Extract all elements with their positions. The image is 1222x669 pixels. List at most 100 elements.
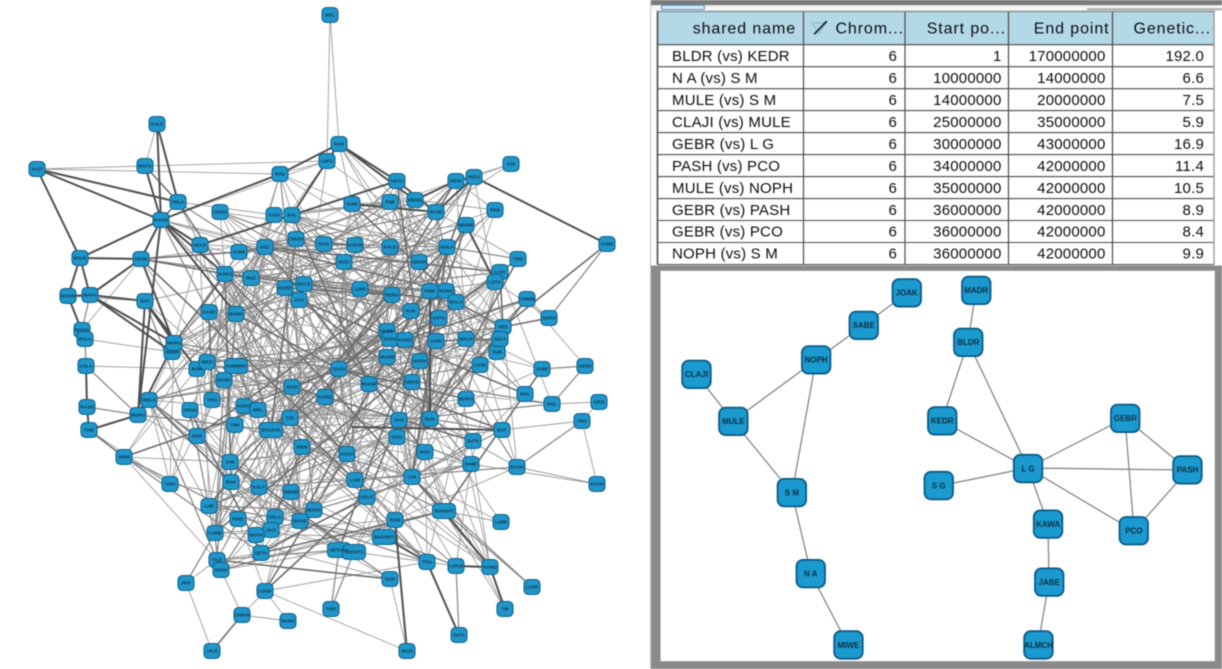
svg-text:GENG: GENG (183, 408, 197, 413)
svg-text:RASE: RASE (430, 210, 443, 215)
svg-text:170000000: 170000000 (1029, 48, 1106, 65)
svg-text:30000000: 30000000 (933, 136, 1001, 153)
svg-text:S G: S G (932, 481, 946, 490)
svg-text:BORO: BORO (459, 397, 473, 402)
svg-text:TING: TING (577, 419, 588, 424)
svg-text:GEBR (vs) PCO: GEBR (vs) PCO (672, 224, 783, 241)
svg-text:NOZI: NOZI (339, 260, 350, 265)
svg-text:SAGO: SAGO (340, 452, 354, 457)
svg-text:WEMI: WEMI (215, 568, 228, 573)
svg-text:WEL: WEL (325, 13, 335, 18)
svg-text:TITA: TITA (422, 560, 433, 565)
svg-text:WEMI: WEMI (166, 350, 179, 355)
svg-text:GEKW: GEKW (405, 380, 420, 385)
svg-text:BOBE: BOBE (278, 286, 291, 291)
svg-text:MUZI: MUZI (401, 649, 412, 654)
svg-text:DUBE: DUBE (380, 329, 393, 334)
svg-text:TISE: TISE (84, 428, 94, 433)
svg-text:LUBE: LUBE (495, 520, 508, 525)
svg-text:PASH (vs) PCO: PASH (vs) PCO (672, 158, 780, 175)
svg-text:CHI: CHI (507, 162, 515, 167)
svg-text:14000000: 14000000 (1037, 70, 1105, 87)
svg-text:SAFU: SAFU (333, 367, 346, 372)
svg-text:End point: End point (1034, 21, 1110, 38)
svg-text:PCO: PCO (1125, 527, 1142, 536)
svg-text:KALE: KALE (151, 122, 164, 127)
svg-text:7.5: 7.5 (1183, 92, 1204, 109)
svg-text:BLDR (vs) KEDR: BLDR (vs) KEDR (672, 48, 790, 65)
svg-text:PASH: PASH (1177, 466, 1199, 475)
svg-text:RALA: RALA (79, 337, 92, 342)
svg-text:KALE: KALE (384, 245, 397, 250)
svg-text:GETA: GETA (255, 551, 268, 556)
svg-text:CLAJI: CLAJI (685, 370, 708, 379)
svg-text:TISH: TISH (165, 482, 176, 487)
svg-text:PELA: PELA (172, 200, 185, 205)
svg-text:SABE: SABE (465, 462, 478, 467)
svg-text:36000000: 36000000 (933, 224, 1001, 241)
svg-text:RAM: RAM (390, 518, 401, 523)
svg-text:PETA: PETA (450, 179, 463, 184)
svg-text:1: 1 (993, 48, 1002, 65)
svg-text:42000000: 42000000 (1037, 158, 1105, 175)
svg-text:BAT: BAT (140, 299, 149, 304)
svg-text:MALE: MALE (459, 337, 472, 342)
svg-text:6: 6 (888, 48, 897, 65)
svg-text:GEZI: GEZI (594, 400, 605, 405)
svg-text:SUB: SUB (492, 350, 502, 355)
svg-text:6: 6 (888, 92, 897, 109)
svg-text:MURU: MURU (131, 413, 145, 418)
svg-text:WEM: WEM (118, 455, 129, 460)
svg-text:TIRO: TIRO (207, 398, 218, 403)
svg-text:SUNG: SUNG (383, 337, 397, 342)
svg-text:MAZI: MAZI (286, 385, 297, 390)
svg-text:KARO: KARO (398, 338, 412, 343)
svg-text:KOKW: KOKW (348, 243, 363, 248)
svg-text:192.0: 192.0 (1165, 48, 1204, 65)
svg-text:CHIKW: CHIKW (234, 613, 250, 618)
svg-text:SUMI: SUMI (346, 202, 357, 207)
svg-text:LOND: LOND (258, 589, 272, 594)
svg-text:JARU: JARU (430, 339, 443, 344)
svg-text:LOKW: LOKW (449, 564, 464, 569)
svg-text:NOLA: NOLA (440, 245, 454, 250)
svg-text:S M: S M (785, 489, 800, 498)
svg-text:GEFUTS: GEFUTS (345, 550, 364, 555)
svg-text:BOLEAE: BOLEAE (261, 428, 280, 433)
svg-text:BAND: BAND (229, 312, 243, 317)
svg-text:MULE (vs) S M: MULE (vs) S M (672, 92, 776, 109)
svg-text:9.9: 9.9 (1183, 246, 1204, 263)
svg-text:CLAJI (vs) MULE: CLAJI (vs) MULE (672, 114, 791, 131)
svg-text:MARO: MARO (307, 508, 321, 513)
svg-text:TIZI: TIZI (286, 416, 294, 421)
svg-text:BALE: BALE (74, 256, 87, 261)
svg-text:LUSE: LUSE (526, 585, 538, 590)
svg-text:PEB: PEB (490, 208, 500, 213)
svg-text:11.4: 11.4 (1175, 158, 1204, 175)
svg-text:GETANA: GETANA (329, 548, 349, 553)
svg-text:KEDR: KEDR (931, 417, 954, 426)
svg-text:N A: N A (804, 569, 818, 578)
svg-text:GERU: GERU (542, 316, 556, 321)
svg-text:TIMI: TIMI (230, 423, 239, 428)
svg-text:NOLE: NOLE (194, 243, 207, 248)
svg-text:GESE: GESE (135, 257, 148, 262)
svg-text:TIND: TIND (513, 257, 524, 262)
svg-text:MUMB: MUMB (380, 355, 395, 360)
svg-text:PIND: PIND (233, 517, 245, 522)
svg-text:WEM: WEM (296, 445, 307, 450)
svg-text:36000000: 36000000 (933, 202, 1001, 219)
svg-text:PIND: PIND (425, 289, 437, 294)
svg-text:N A (vs) S M: N A (vs) S M (672, 70, 758, 87)
svg-text:BARU: BARU (281, 619, 295, 624)
svg-text:RAN: RAN (334, 142, 345, 147)
svg-text:GEBR (vs) PASH: GEBR (vs) PASH (672, 202, 790, 219)
svg-text:5.9: 5.9 (1183, 114, 1204, 131)
svg-text:LUMB: LUMB (208, 531, 222, 536)
svg-text:PEFU: PEFU (468, 175, 481, 180)
svg-text:JALE: JALE (206, 649, 218, 654)
svg-text:42000000: 42000000 (1037, 202, 1105, 219)
svg-text:6: 6 (888, 202, 897, 219)
svg-text:NOPH (vs) S M: NOPH (vs) S M (672, 246, 778, 263)
svg-text:GETA: GETA (391, 179, 404, 184)
